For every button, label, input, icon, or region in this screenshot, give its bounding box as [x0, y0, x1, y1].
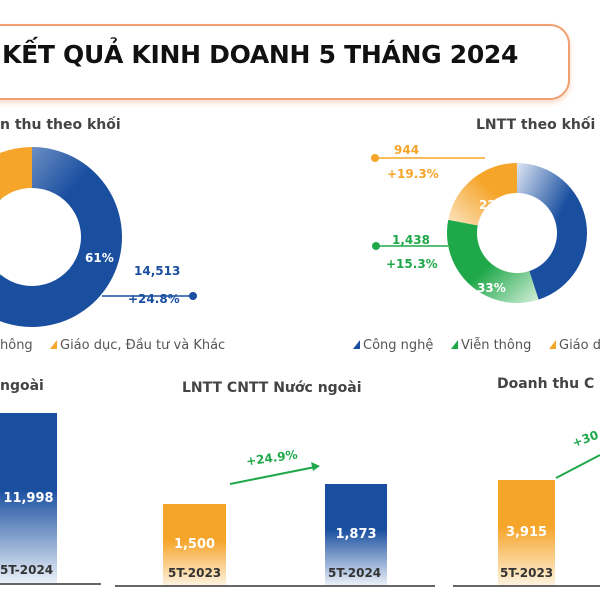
tick-label: 5T-2024 [328, 566, 382, 580]
legend-item: hông [0, 338, 33, 353]
bar-5t-2023: 1,500 [163, 504, 226, 585]
legend-swatch [549, 340, 556, 349]
legend-item: Công nghệ [353, 338, 433, 353]
growth-arrow-head [311, 462, 320, 471]
callout-value: 944 [394, 143, 420, 157]
slice-label: 11% [0, 163, 29, 177]
growth-label: +30 [570, 427, 600, 451]
slice-label: 33% [477, 281, 506, 295]
bar-5t-2024: 1,873 [325, 484, 387, 585]
slice-cong-nghe [0, 147, 122, 327]
revenue-donut [0, 147, 197, 327]
callout-value: 14,513 [134, 264, 181, 278]
baseline [453, 585, 600, 587]
legend-swatch [451, 340, 458, 349]
callout-value: 1,438 [392, 233, 430, 247]
growth-label: +24.9% [245, 447, 299, 469]
callout-dot [371, 154, 379, 162]
slice-label: 61% [85, 251, 114, 265]
title-box [0, 24, 570, 100]
legend-swatch [50, 340, 57, 349]
callout-dot [372, 242, 380, 250]
growth-arrow [555, 454, 600, 479]
tick-label: 5T-2023 [500, 566, 554, 580]
revenue-donut-title: n thu theo khối [0, 117, 121, 133]
bar-chart-title: ngoài [0, 378, 44, 394]
bar-chart-title: LNTT CNTT Nước ngoài [182, 380, 362, 396]
bar-5t-2024: 11,998 [0, 413, 57, 583]
callout-growth: +24.8% [128, 292, 180, 306]
legend-item: Giáo dục, Đầu tư và Khác [50, 338, 225, 353]
callout-dot [189, 292, 197, 300]
growth-arrow [229, 466, 316, 485]
legend-item: Viễn thông [451, 338, 531, 353]
slice-giao-duc [0, 147, 32, 200]
baseline [115, 585, 435, 587]
slice-label: 4 [592, 211, 600, 225]
tick-label: 5T-2024 [0, 563, 54, 577]
tick-label: 5T-2023 [168, 566, 222, 580]
profit-donut [371, 154, 587, 303]
bar-chart-title: Doanh thu C [497, 376, 595, 392]
slice-giao-duc [448, 163, 517, 226]
slice-vien-thong [447, 219, 539, 303]
page-title: KẾT QUẢ KINH DOANH 5 THÁNG 2024 [2, 40, 519, 69]
baseline [0, 583, 101, 585]
bar-5t-2023: 3,915 [498, 480, 555, 585]
profit-donut-title: LNTT theo khối [476, 117, 596, 133]
legend-swatch [353, 340, 360, 349]
callout-growth: +19.3% [387, 167, 439, 181]
callout-growth: +15.3% [386, 257, 438, 271]
slice-cong-nghe [517, 163, 587, 300]
legend-item: Giáo d [549, 338, 600, 353]
slice-label: 22% [479, 198, 508, 212]
